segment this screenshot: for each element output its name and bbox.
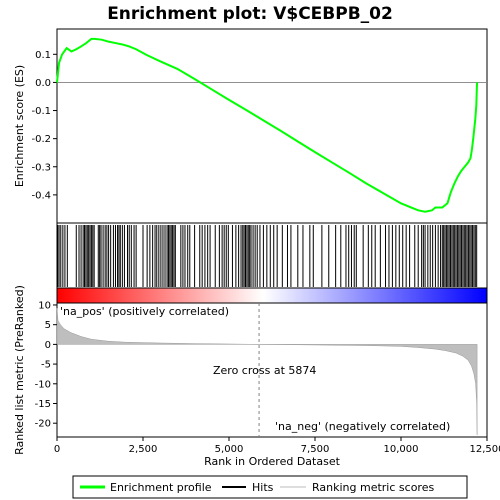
hits-panel-frame — [56, 222, 488, 289]
enrichment-panel: 0.1 0.0 -0.1 -0.2 -0.3 -0.4 Enrichment score … — [13, 28, 488, 224]
rank-gradient — [56, 287, 488, 304]
metric-y-tick-label: -15 — [35, 399, 51, 410]
x-tick-label: 7,500 — [301, 444, 330, 455]
enrichment-y-tick-label: 0.0 — [35, 78, 51, 89]
enrichment-profile-line — [56, 37, 479, 213]
legend-hits: Hits — [252, 481, 274, 494]
legend-ranking-metric-scores: Ranking metric scores — [312, 481, 434, 494]
legend-enrichment-profile: Enrichment profile — [110, 481, 212, 494]
legend: Enrichment profile Hits Ranking metric s… — [72, 475, 468, 499]
metric-y-tick-label: 5 — [45, 320, 51, 331]
metric-y-axis-label: Ranked list metric (PreRanked) — [13, 285, 26, 455]
hit-markers — [57, 225, 478, 287]
metric-y-tick-label: 0 — [45, 340, 51, 351]
zero-cross-label: Zero cross at 5874 — [213, 364, 316, 377]
x-tick-label: 10,000 — [384, 444, 419, 455]
enrichment-y-tick-label: -0.2 — [31, 134, 51, 145]
rank-color-bar — [56, 287, 488, 304]
legend-frame — [72, 475, 468, 499]
metric-y-axis: 10 5 0 -5 -10 -15 -20 — [35, 300, 57, 430]
x-tick-label: 0 — [54, 444, 60, 455]
x-tick-label: 12,500 — [470, 444, 500, 455]
enrichment-y-tick-label: -0.1 — [31, 106, 51, 117]
enrichment-y-axis-label: Enrichment score (ES) — [13, 65, 26, 187]
chart-title: Enrichment plot: V$CEBPB_02 — [107, 4, 393, 24]
metric-y-tick-label: -20 — [35, 419, 51, 430]
x-tick-label: 2,500 — [129, 444, 158, 455]
metric-y-tick-label: -5 — [41, 360, 51, 371]
hits-panel — [56, 222, 488, 289]
pos-correlated-label: 'na_pos' (positively correlated) — [60, 305, 229, 318]
metric-y-tick-label: 10 — [38, 300, 51, 311]
enrichment-y-tick-label: -0.3 — [31, 162, 51, 173]
enrichment-y-axis: 0.1 0.0 -0.1 -0.2 -0.3 -0.4 — [31, 50, 57, 201]
ranked-metric-panel: 10 5 0 -5 -10 -15 -20 'na_pos' (positively cor… — [13, 285, 488, 455]
x-axis-label: Rank in Ordered Dataset — [204, 455, 341, 468]
ranking-metric-area — [56, 308, 478, 436]
ranked-metric-panel-frame — [56, 302, 488, 438]
enrichment-y-tick-label: 0.1 — [35, 50, 51, 61]
x-axis: 0 2,500 5,000 7,500 10,000 12,500 — [54, 437, 500, 455]
enrichment-y-tick-label: -0.4 — [31, 190, 51, 201]
metric-y-tick-label: -10 — [35, 379, 51, 390]
x-tick-label: 5,000 — [215, 444, 244, 455]
neg-correlated-label: 'na_neg' (negatively correlated) — [275, 420, 450, 433]
